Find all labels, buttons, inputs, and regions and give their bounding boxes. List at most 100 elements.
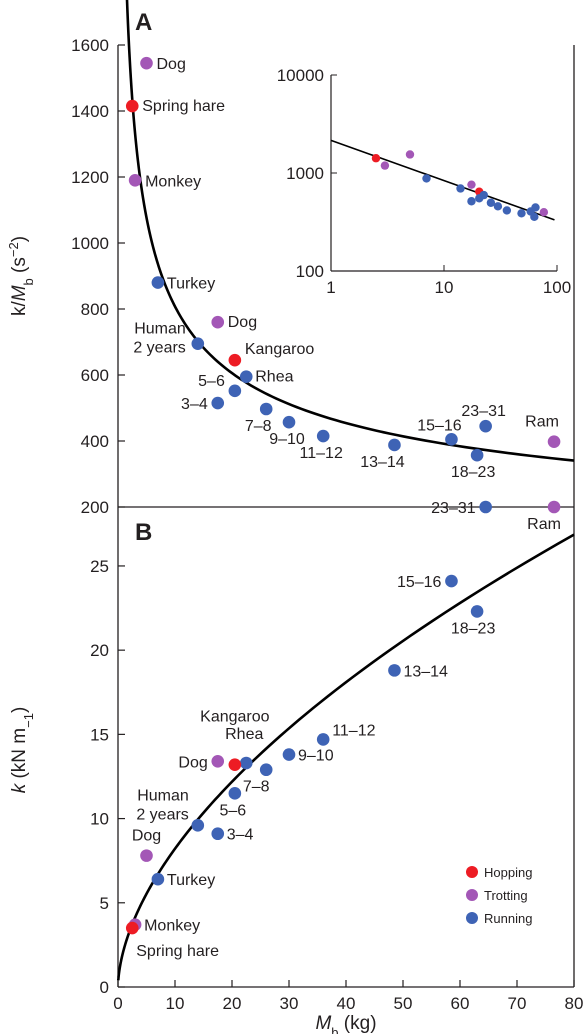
panel-b-y-tick-label: 20: [90, 641, 109, 660]
panel-a-y-axis-label: k/Mb (s−2): [6, 236, 36, 316]
panel-a-point: [259, 402, 273, 416]
legend-marker-hopping: [466, 866, 478, 878]
inset-y-tick-label: 10000: [277, 66, 324, 85]
panel-b-point: [140, 849, 153, 862]
panel-a-point-label: 23–31: [461, 403, 506, 420]
inset-point: [486, 198, 496, 207]
panel-b-x-tick-label: 30: [280, 994, 299, 1013]
panel-a-point-label: 9–10: [269, 431, 305, 448]
panel-b-x-tick-label: 40: [337, 994, 356, 1013]
panel-a-point-label: 5–6: [198, 373, 225, 390]
panel-a-letter: A: [135, 9, 152, 36]
panel-a-point-label: 3–4: [181, 396, 208, 413]
panel-a-point: [228, 384, 242, 398]
panel-b-point: [445, 574, 458, 588]
panel-b-point-label: 18–23: [451, 620, 496, 637]
inset-point: [531, 203, 540, 212]
panel-a-y-tick-label: 800: [81, 300, 109, 319]
legend-marker-running: [466, 912, 478, 924]
panel-b-y-tick-label: 25: [90, 557, 109, 576]
panel-a-point: [211, 315, 225, 329]
panel-a-fit-curve: [125, 0, 575, 462]
panel-b-point-label: Turkey: [167, 872, 215, 889]
panel-b-point: [191, 819, 205, 832]
panel-b-point: [211, 827, 225, 841]
panel-a-y-tick-label: 600: [81, 366, 109, 385]
panel-b-point: [228, 758, 242, 771]
legend-label-running: Running: [484, 911, 532, 926]
panel-a-point-label: 13–14: [360, 454, 405, 471]
panel-b-point-label: 7–8: [243, 779, 270, 796]
panel-a-y-tick-label: 1600: [71, 36, 109, 55]
inset-fit-curve: [330, 139, 555, 221]
panel-b-point-label: 13–14: [403, 663, 448, 680]
panel-b: B 0 5 10 15 20 25 0 10 20 30 40 50 60 70 80 Mb (kg) k (k…: [9, 500, 583, 1034]
panel-a-y-tick-label: 1000: [71, 234, 109, 253]
panel-b-x-tick-label: 50: [394, 994, 413, 1013]
panel-b-point-label: 9–10: [298, 748, 334, 765]
panel-a-point: [140, 56, 153, 70]
panel-b-y-tick-label: 15: [90, 725, 109, 744]
panel-b-point-label: Spring hare: [136, 943, 219, 960]
inset-point: [456, 184, 465, 193]
panel-b-point-label: 23–31: [431, 500, 476, 517]
panel-a-y-tick-label: 1200: [71, 168, 109, 187]
panel-b-point: [239, 756, 253, 770]
inset-point: [422, 174, 431, 183]
panel-a-point-label: Kangaroo: [245, 341, 314, 358]
panel-a-point-label: 18–23: [451, 464, 496, 481]
panel-b-x-axis-label: Mb (kg): [315, 1013, 376, 1034]
legend-label-trotting: Trotting: [484, 888, 528, 903]
panel-a-point-label: Spring hare: [142, 98, 225, 115]
panel-b-point-label: Rhea: [225, 726, 263, 743]
panel-a-y-tick-label: 1400: [71, 102, 109, 121]
panel-b-x-tick-label: 60: [451, 994, 470, 1013]
panel-b-point-label: Kangaroo: [200, 709, 269, 726]
inset-point: [380, 161, 390, 170]
panel-a-point-label: Human: [134, 321, 186, 338]
panel-a-point-label: 15–16: [417, 417, 462, 434]
inset-point: [502, 206, 512, 215]
panel-b-point-label: 2 years: [136, 806, 188, 823]
panel-b-point-label: 15–16: [397, 574, 442, 591]
panel-a-y-tick-label: 200: [81, 498, 109, 517]
panel-a-point: [479, 419, 492, 433]
panel-a-point-label: 7–8: [245, 418, 272, 435]
panel-a-point: [282, 415, 296, 429]
panel-b-point-label: 3–4: [227, 827, 254, 844]
inset-y-tick-label: 1000: [286, 164, 324, 183]
inset-point: [475, 194, 484, 203]
panel-a-point-label: Dog: [228, 314, 257, 331]
inset-x-tick-label: 100: [543, 278, 571, 297]
panel-b-point-label: Dog: [178, 754, 207, 771]
panel-a-y-tick-label: 400: [81, 432, 109, 451]
panel-a-point: [128, 174, 142, 187]
panel-a-point-label: Ram: [525, 414, 559, 431]
panel-a-point-label: Dog: [157, 56, 186, 73]
panel-b-point-label: 11–12: [332, 722, 375, 739]
panel-a-point: [547, 435, 561, 448]
inset-point: [530, 212, 539, 222]
inset-x-tick-label: 10: [435, 278, 454, 297]
inset-point: [517, 209, 526, 218]
panel-a-point-label: Monkey: [145, 173, 201, 190]
panel-a-point: [228, 353, 242, 367]
panel-a-point: [151, 276, 165, 289]
panel-b-point-label: 5–6: [219, 802, 246, 819]
inset-y-tick-label: 100: [296, 262, 324, 281]
panel-a-point: [316, 429, 330, 443]
inset-point: [467, 197, 476, 206]
panel-a-point-label: Rhea: [255, 369, 293, 386]
panel-b-letter: B: [135, 519, 152, 546]
panel-a-point-label: 11–12: [300, 445, 343, 462]
panel-b-point-label: Ram: [527, 516, 561, 533]
panel-b-x-tick-label: 0: [113, 994, 122, 1013]
panel-b-x-tick-label: 10: [166, 994, 185, 1013]
panel-b-point: [282, 748, 296, 761]
panel-a-point: [445, 433, 458, 446]
panel-b-point: [388, 664, 401, 677]
panel-b-point-label: Monkey: [144, 918, 200, 935]
inset-point: [405, 150, 415, 159]
panel-a-point: [388, 438, 401, 452]
